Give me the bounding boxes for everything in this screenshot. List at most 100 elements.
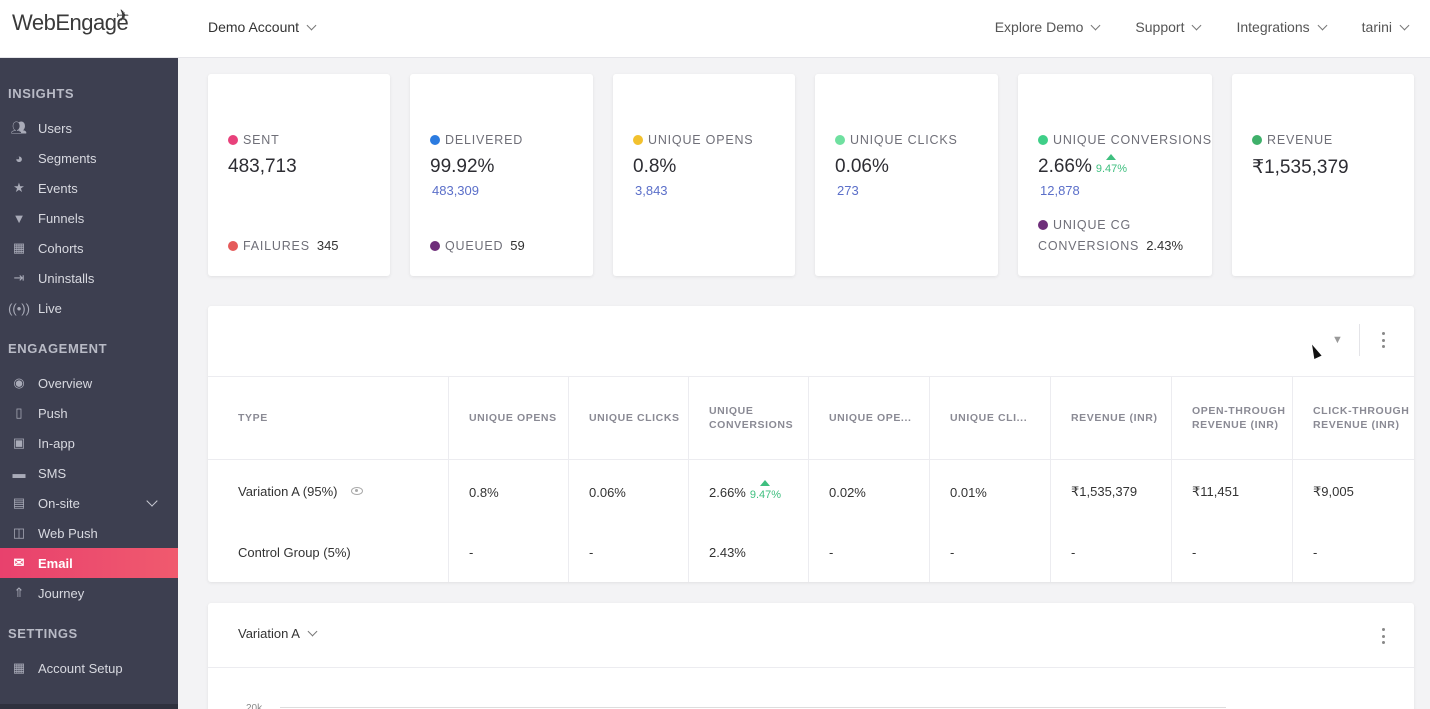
uninstall-icon: ⇥ — [13, 270, 25, 285]
sidebar-item-events[interactable]: ★ Events — [0, 173, 178, 203]
column-divider — [1171, 376, 1172, 582]
live-icon: ((•)) — [8, 300, 30, 316]
sidebar-item-label: SMS — [38, 465, 67, 481]
variation-select-label: Variation A — [238, 626, 300, 641]
sidebar-item-webpush[interactable]: ◫ Web Push — [0, 518, 178, 548]
stat-label: DELIVERED — [430, 133, 523, 147]
chevron-down-icon — [1399, 20, 1410, 31]
more-options-icon[interactable] — [1382, 332, 1386, 348]
divider — [1359, 324, 1360, 356]
sidebar-item-uninstalls[interactable]: ⇥ Uninstalls — [0, 263, 178, 293]
grid-icon: ▦ — [12, 240, 26, 255]
stat-value: 0.06% — [835, 156, 889, 177]
variation-select[interactable]: Variation A — [238, 626, 318, 641]
sidebar-item-segments[interactable]: ◕ Segments — [0, 143, 178, 173]
sidebar-item-cohorts[interactable]: ▦ Cohorts — [0, 233, 178, 263]
webpush-icon: ◫ — [12, 525, 26, 540]
sidebar-item-account-setup[interactable]: ▦ Account Setup — [0, 653, 178, 683]
pink-dot-icon — [228, 135, 238, 145]
sidebar-item-label: Events — [38, 180, 78, 196]
cg-label-2: CONVERSIONS — [1038, 238, 1140, 253]
stat-value: 483,713 — [228, 156, 297, 177]
failures-label: FAILURES — [243, 238, 310, 253]
user-name: tarini — [1361, 19, 1392, 35]
variation-chart-panel: Variation A 20k — [208, 603, 1414, 709]
chevron-down-icon[interactable] — [146, 495, 158, 507]
up-arrow-icon — [1105, 154, 1116, 160]
stat-label: REVENUE — [1252, 133, 1333, 147]
stat-card-revenue: REVENUE ₹1,535,379 — [1232, 74, 1414, 276]
account-switcher[interactable]: Demo Account — [208, 19, 317, 35]
table-cell-conversions: 2.66% 9.47% — [689, 480, 782, 503]
cg-value: 2.43% — [1146, 238, 1184, 253]
sidebar-item-push[interactable]: ▯ Push — [0, 398, 178, 428]
stat-sub-value[interactable]: 3,843 — [635, 183, 668, 198]
variation-table-panel: ▼ TYPE UNIQUE OPENS UNIQUE CLICKS UNIQUE… — [208, 306, 1414, 582]
col-revenue[interactable]: REVENUE (INR) — [1071, 412, 1158, 424]
stat-label: UNIQUE CONVERSIONS — [1038, 133, 1212, 147]
explore-demo-label: Explore Demo — [994, 19, 1084, 35]
up-arrow-icon — [759, 480, 770, 486]
col-unique-open-rate[interactable]: UNIQUE OPE... — [829, 412, 912, 424]
stat-sub-value[interactable]: 12,878 — [1040, 183, 1080, 198]
eye-icon[interactable] — [351, 487, 364, 495]
email-icon: ✉ — [13, 555, 25, 570]
stat-sub-value[interactable]: 483,309 — [432, 183, 479, 198]
filter-icon[interactable]: ▼ — [1332, 334, 1343, 346]
table-cell: ₹11,451 — [1192, 484, 1240, 499]
cg-label: UNIQUE CG — [1053, 218, 1132, 232]
pie-icon: ◕ — [15, 150, 23, 166]
stat-value-row: 2.66% 9.47% — [1038, 154, 1128, 178]
sidebar-item-label: Push — [38, 405, 68, 421]
col-open-through-revenue[interactable]: OPEN-THROUGH REVENUE (INR) — [1192, 405, 1286, 431]
sidebar-item-inapp[interactable]: ▣ In-app — [0, 428, 178, 458]
sidebar-item-label: Web Push — [38, 525, 98, 541]
table-cell: 0.8% — [469, 484, 499, 500]
support-label: Support — [1135, 19, 1185, 35]
explore-demo-menu[interactable]: Explore Demo — [994, 19, 1101, 35]
sidebar-item-live[interactable]: ((•)) Live — [0, 293, 178, 323]
table-cell: - — [1071, 544, 1076, 560]
queued-row: QUEUED 59 — [430, 238, 525, 253]
integrations-menu[interactable]: Integrations — [1236, 19, 1328, 35]
sidebar-item-funnels[interactable]: ▼ Funnels — [0, 203, 178, 233]
table-cell: 0.02% — [829, 484, 866, 500]
user-menu[interactable]: tarini — [1361, 19, 1410, 35]
support-menu[interactable]: Support — [1135, 19, 1202, 35]
col-unique-conversions[interactable]: UNIQUE CONVERSIONS — [709, 405, 794, 431]
push-icon: ▯ — [15, 405, 23, 420]
col-unique-click-rate[interactable]: UNIQUE CLI... — [950, 412, 1028, 424]
uplift-value: 9.47% — [749, 489, 782, 501]
more-options-icon[interactable] — [1382, 628, 1386, 644]
chevron-down-icon — [307, 626, 318, 637]
funnel-icon: ▼ — [12, 210, 26, 226]
sidebar-item-onsite[interactable]: ▤ On-site — [0, 488, 178, 518]
section-settings: SETTINGS — [8, 626, 78, 641]
sidebar-item-overview[interactable]: ◉ Overview — [0, 368, 178, 398]
queued-value: 59 — [510, 238, 525, 253]
cg-row-2: CONVERSIONS 2.43% — [1038, 238, 1183, 253]
sidebar-item-users[interactable]: 👥︎ Users — [0, 113, 178, 143]
star-icon: ★ — [13, 180, 25, 195]
table-cell: - — [829, 544, 834, 560]
green-dot-icon — [1038, 135, 1048, 145]
col-click-through-revenue[interactable]: CLICK-THROUGH REVENUE (INR) — [1313, 405, 1410, 431]
sidebar-item-sms[interactable]: ▬ SMS — [0, 458, 178, 488]
inapp-icon: ▣ — [12, 435, 26, 450]
stat-sub-value[interactable]: 273 — [837, 183, 859, 198]
table-cell: 2.43% — [709, 544, 746, 560]
column-divider — [1292, 376, 1293, 582]
col-unique-opens[interactable]: UNIQUE OPENS — [469, 412, 557, 424]
sidebar-item-journey[interactable]: ⇑ Journey — [0, 578, 178, 608]
col-unique-clicks[interactable]: UNIQUE CLICKS — [589, 412, 680, 424]
uplift-badge: 9.47% — [1095, 154, 1128, 175]
column-divider — [448, 376, 449, 582]
red-dot-icon — [228, 240, 238, 251]
table-row-type: Control Group (5%) — [238, 544, 351, 560]
cg-row: UNIQUE CG — [1038, 218, 1131, 232]
uplift-value: 9.47% — [1095, 163, 1128, 175]
chevron-down-icon — [1317, 20, 1328, 31]
webengage-logo[interactable]: WebEngage ✈ — [12, 8, 129, 36]
sidebar-item-email[interactable]: ✉ Email — [0, 548, 178, 578]
sidebar-item-label: Live — [38, 300, 62, 316]
